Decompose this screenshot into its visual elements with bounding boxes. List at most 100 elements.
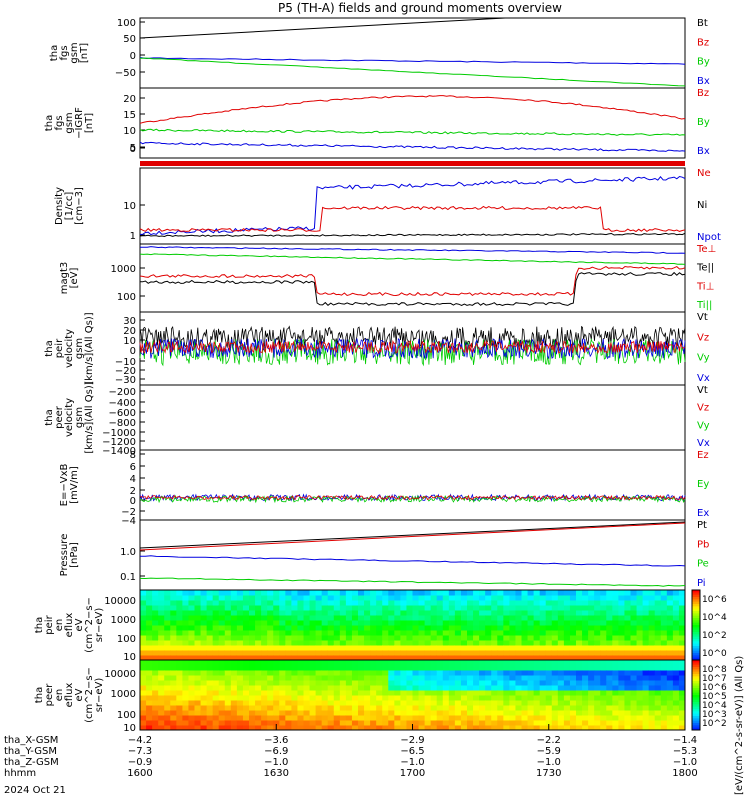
panel-7-frame [139,449,686,521]
spectrogram-cell [491,645,498,651]
spectrogram-cell [576,650,583,656]
spectrogram-cell [164,650,171,656]
spectrogram-cell [400,630,407,636]
spectrogram-cell [642,635,650,641]
spectrogram-cell [158,610,165,616]
spectrogram-cell [418,665,426,671]
spectrogram-cell [624,715,631,721]
spectrogram-cell [588,640,595,646]
colorbar-unit-label: [eV/(cm^2-s-sr-eV)] (All Qs) [734,656,745,795]
spectrogram-cell [606,655,613,661]
spectrogram-cell [424,685,432,691]
spectrogram-cell [527,680,535,686]
spectrogram-cell [479,685,486,691]
spectrogram-cell [267,675,274,681]
spectrogram-cell [600,720,607,726]
spectrogram-cell [576,605,583,611]
spectrogram-cell [648,680,656,686]
panel-7-ytick: 0 [130,496,136,507]
spectrogram-cell [291,670,298,676]
spectrogram-cell [430,635,438,641]
spectrogram-cell [321,725,329,731]
spectrogram-cell [460,595,468,601]
spectrogram-cell [212,650,220,656]
spectrogram-cell [206,615,214,621]
spectrogram-cell [618,675,625,681]
spectrogram-cell [279,700,286,706]
spectrogram-cell [376,600,383,606]
spectrogram-cell [612,625,619,631]
spectrogram-cell [182,670,189,676]
spectrogram-cell [406,590,413,596]
spectrogram-cell [255,590,262,596]
spectrogram-cell [448,615,456,621]
spectrogram-cell [376,655,383,661]
spectrogram-cell [333,710,341,716]
panel-7-ytick: 8 [130,450,136,461]
spectrogram-cell [188,645,195,651]
spectrogram-cell [309,655,317,661]
spectrogram-cell [533,630,541,636]
spectrogram-cell [315,655,323,661]
spectrogram-cell [563,595,571,601]
spectrogram-cell [158,645,165,651]
spectrogram-cell [418,650,426,656]
spectrogram-cell [200,655,208,661]
spectrogram-cell [576,665,583,671]
spectrogram-cell [557,715,565,721]
spectrogram-cell [412,595,420,601]
spectrogram-cell [200,720,208,726]
spectrogram-cell [242,685,250,691]
spectrogram-cell [594,635,601,641]
spectrogram-cell [164,610,171,616]
spectrogram-cell [527,615,535,621]
spectrogram-cell [273,675,280,681]
spectrogram-cell [236,625,244,631]
spectrogram-cell [424,700,432,706]
spectrogram-cell [418,610,426,616]
spectrogram-cell [164,705,171,711]
colorbar-segment [692,613,700,617]
spectrogram-cell [176,695,183,701]
spectrogram-cell [152,665,159,671]
spectrogram-cell [497,605,504,611]
spectrogram-cell [333,635,341,641]
spectrogram-cell [188,650,195,656]
spectrogram-cell [503,715,510,721]
spectrogram-cell [430,595,438,601]
spectrogram-cell [345,635,353,641]
spectrogram-cell [345,680,353,686]
spectrogram-cell [654,635,662,641]
spectrogram-cell [436,725,444,731]
spectrogram-cell [430,655,438,661]
spectrogram-cell [146,630,153,636]
spectrogram-cell [358,590,365,596]
spectrogram-cell [412,655,420,661]
spectrogram-cell [654,600,662,606]
spectrogram-cell [539,595,547,601]
spectrogram-cell [624,640,631,646]
spectrogram-cell [140,715,147,721]
spectrogram-cell [212,620,220,626]
spectrogram-cell [454,660,462,666]
spectrogram-cell [230,695,238,701]
spectrogram-cell [442,720,450,726]
spectrogram-cell [339,670,347,676]
x-axis-value: −1.4 [673,735,697,746]
spectrogram-cell [642,630,650,636]
spectrogram-cell [418,620,426,626]
spectrogram-cell [309,690,317,696]
spectrogram-cell [654,630,662,636]
series-Pt [139,521,686,549]
spectrogram-cell [569,720,577,726]
spectrogram-cell [364,625,371,631]
spectrogram-cell [158,600,165,606]
spectrogram-cell [297,720,304,726]
spectrogram-cell [327,610,335,616]
spectrogram-cell [660,635,668,641]
spectrogram-cell [297,605,304,611]
spectrogram-cell [382,675,389,681]
spectrogram-cell [333,720,341,726]
spectrogram-cell [376,650,383,656]
